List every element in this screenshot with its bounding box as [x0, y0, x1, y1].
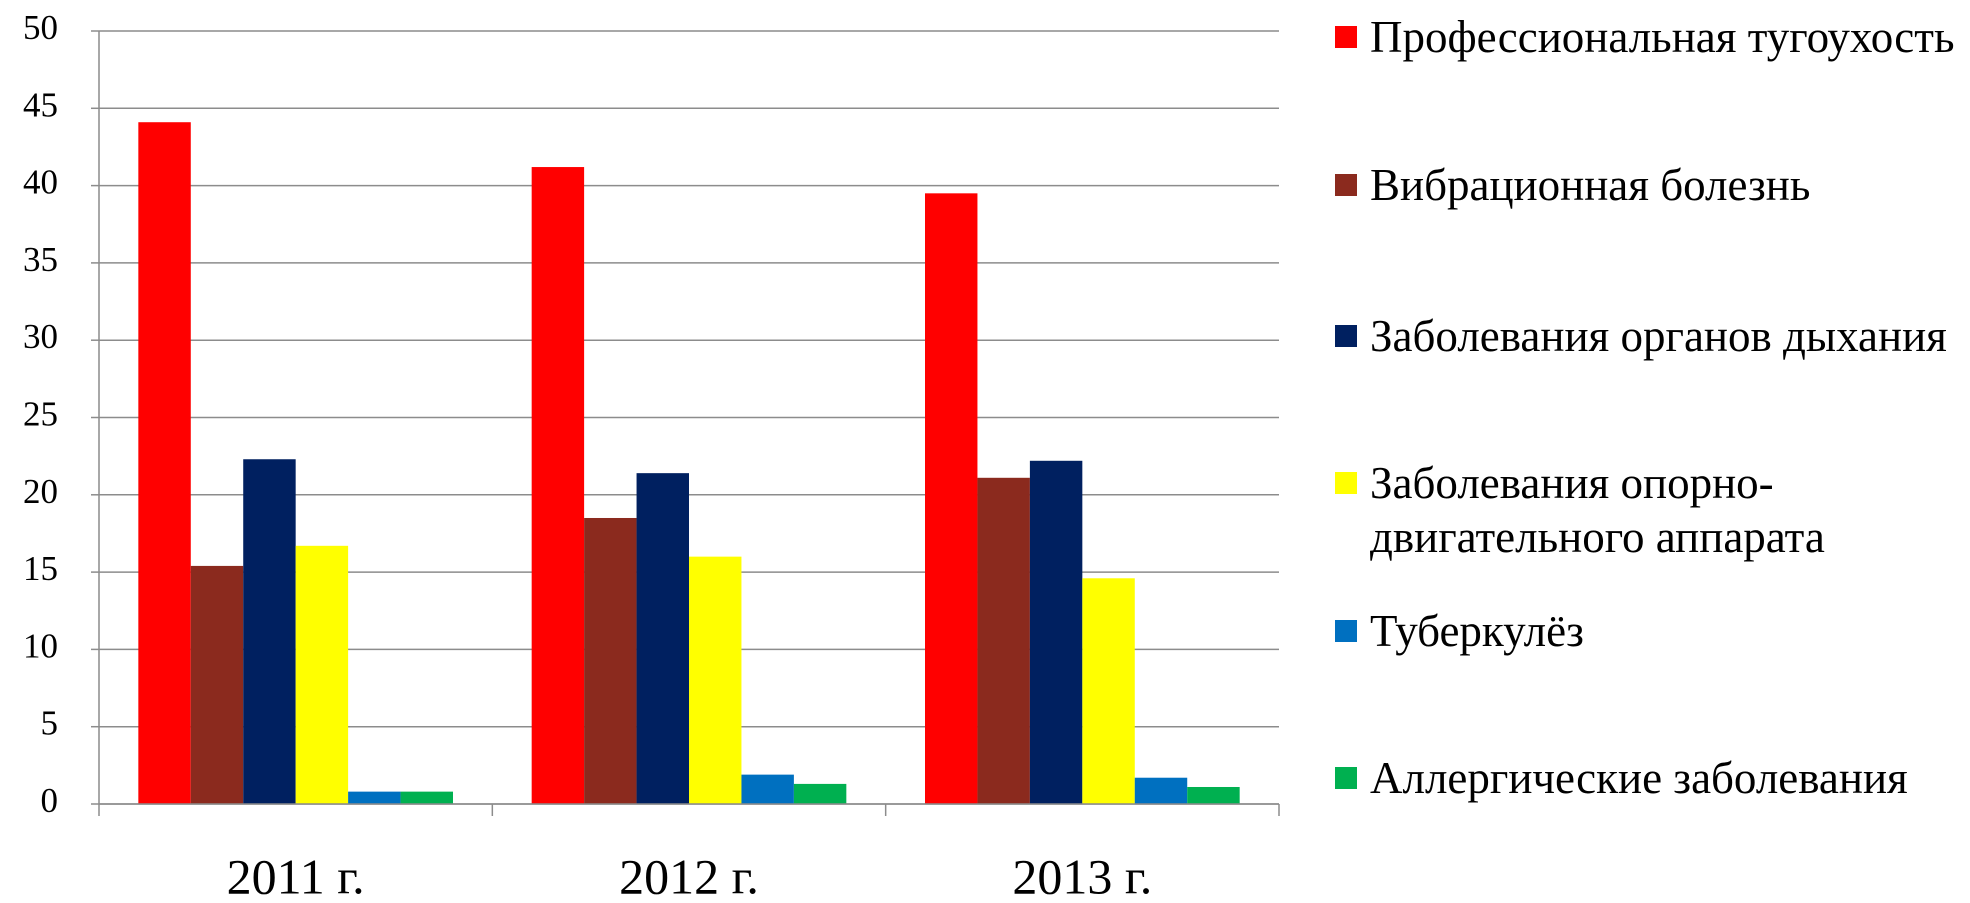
legend-swatch	[1335, 325, 1357, 347]
y-tick-label: 45	[23, 85, 58, 124]
bar	[348, 791, 401, 804]
legend-label: Профессиональная тугоухость	[1370, 12, 1955, 62]
bar	[741, 774, 794, 804]
bar	[138, 122, 191, 805]
y-tick-label: 15	[23, 549, 58, 588]
bar	[1029, 460, 1083, 804]
bar	[1187, 786, 1240, 804]
legend-item: Туберкулёз	[1335, 604, 1965, 658]
legend-label: Вибрационная болезнь	[1370, 160, 1811, 210]
bar	[793, 783, 847, 804]
y-tick-label: 20	[23, 472, 58, 511]
y-tick-label: 10	[23, 626, 58, 665]
legend-swatch	[1335, 174, 1357, 196]
legend-swatch	[1335, 767, 1357, 789]
x-tick-label: 2011 г.	[227, 848, 365, 903]
bar	[584, 517, 637, 804]
bar	[977, 477, 1030, 804]
legend-swatch	[1335, 620, 1357, 642]
legend-label: Заболевания опорно-двигательного аппарат…	[1370, 458, 1825, 562]
bar	[636, 473, 689, 804]
y-tick-label: 30	[23, 317, 58, 356]
bar	[243, 459, 296, 804]
legend-swatch	[1335, 472, 1357, 494]
y-tick-label: 40	[23, 163, 58, 202]
legend-item: Заболевания опорно-двигательного аппарат…	[1335, 456, 1965, 564]
legend-label: Заболевания органов дыхания	[1370, 311, 1947, 361]
y-tick-label: 50	[23, 8, 58, 47]
x-tick-label: 2013 г.	[1012, 848, 1152, 903]
legend-item: Профессиональная тугоухость	[1335, 10, 1965, 64]
y-tick-label: 5	[41, 704, 59, 743]
y-tick-label: 35	[23, 240, 58, 279]
bar	[925, 193, 978, 804]
bar	[1082, 578, 1135, 804]
legend-item: Аллергические заболевания	[1335, 751, 1965, 805]
bar	[689, 556, 742, 804]
bar	[295, 545, 349, 804]
legend-label: Аллергические заболевания	[1370, 753, 1908, 803]
bar	[1134, 777, 1188, 804]
bar	[400, 791, 453, 804]
x-tick-label: 2012 г.	[619, 848, 759, 903]
y-tick-label: 0	[41, 781, 59, 820]
legend-label: Туберкулёз	[1370, 606, 1584, 656]
bar	[531, 167, 585, 805]
y-tick-label: 25	[23, 395, 58, 434]
legend-item: Вибрационная болезнь	[1335, 158, 1965, 212]
legend-item: Заболевания органов дыхания	[1335, 309, 1965, 363]
legend-swatch	[1335, 26, 1357, 48]
bar	[190, 565, 244, 804]
